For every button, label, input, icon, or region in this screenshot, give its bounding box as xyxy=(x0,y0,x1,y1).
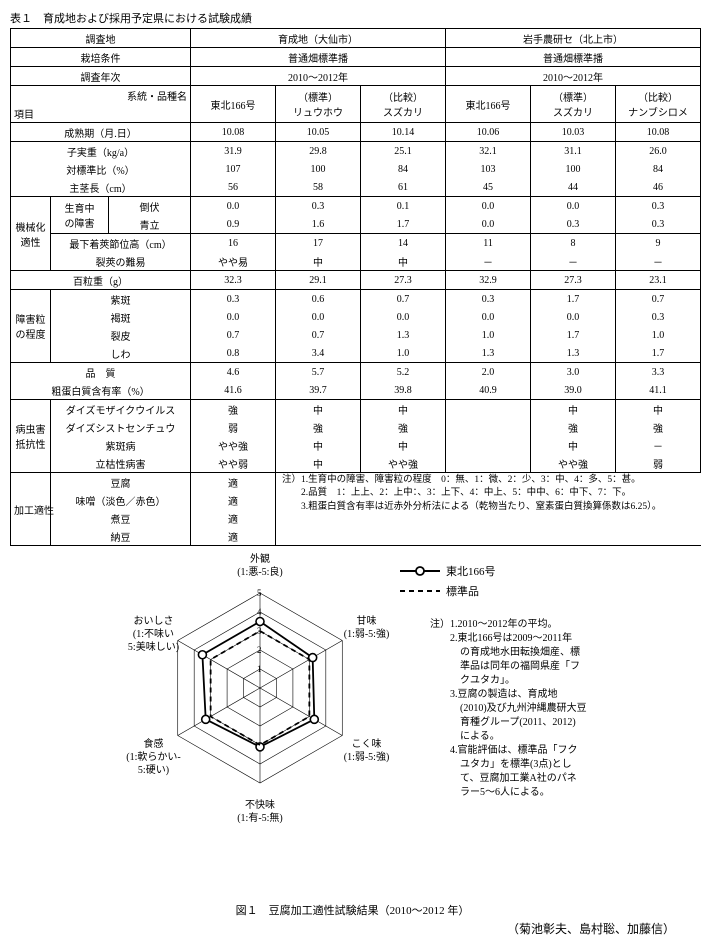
authors: （菊池彰夫、島村聡、加藤信） xyxy=(10,920,695,937)
legend-item: 標準品 xyxy=(400,583,496,599)
svg-text:5: 5 xyxy=(257,588,262,598)
axis-label: こく味(1:弱-5:強) xyxy=(327,738,407,764)
legend-item: 東北166号 xyxy=(400,563,496,579)
results-table: 調査地育成地（大仙市）岩手農研セ（北上市）栽培条件普通畑標準播普通畑標準播調査年… xyxy=(10,28,701,546)
svg-text:1: 1 xyxy=(257,664,262,674)
figure-notes: 注）1.2010～2012年の平均。 2.東北166号は2009～2011年 の… xyxy=(430,618,680,800)
svg-text:2: 2 xyxy=(257,645,262,655)
axis-label: おいしさ(1:不味い5:美味しい) xyxy=(113,615,193,654)
axis-label: 不快味(1:有-5:無) xyxy=(220,799,300,825)
figure-title: 図１ 豆腐加工適性試験結果（2010～2012 年） xyxy=(10,902,695,918)
legend: 東北166号標準品 xyxy=(400,563,496,603)
axis-label: 外観(1:悪-5:良) xyxy=(220,553,300,579)
axis-label: 甘味(1:弱-5:強) xyxy=(327,615,407,641)
svg-text:4: 4 xyxy=(257,607,262,617)
figure-container: 12345 外観(1:悪-5:良)甘味(1:弱-5:強)こく味(1:弱-5:強)… xyxy=(10,558,695,898)
table-title: 表１ 育成地および採用予定県における試験成績 xyxy=(10,10,695,26)
radar-chart: 12345 外観(1:悪-5:良)甘味(1:弱-5:強)こく味(1:弱-5:強)… xyxy=(130,558,390,821)
axis-label: 食感(1:軟らかい-5:硬い) xyxy=(113,738,193,777)
